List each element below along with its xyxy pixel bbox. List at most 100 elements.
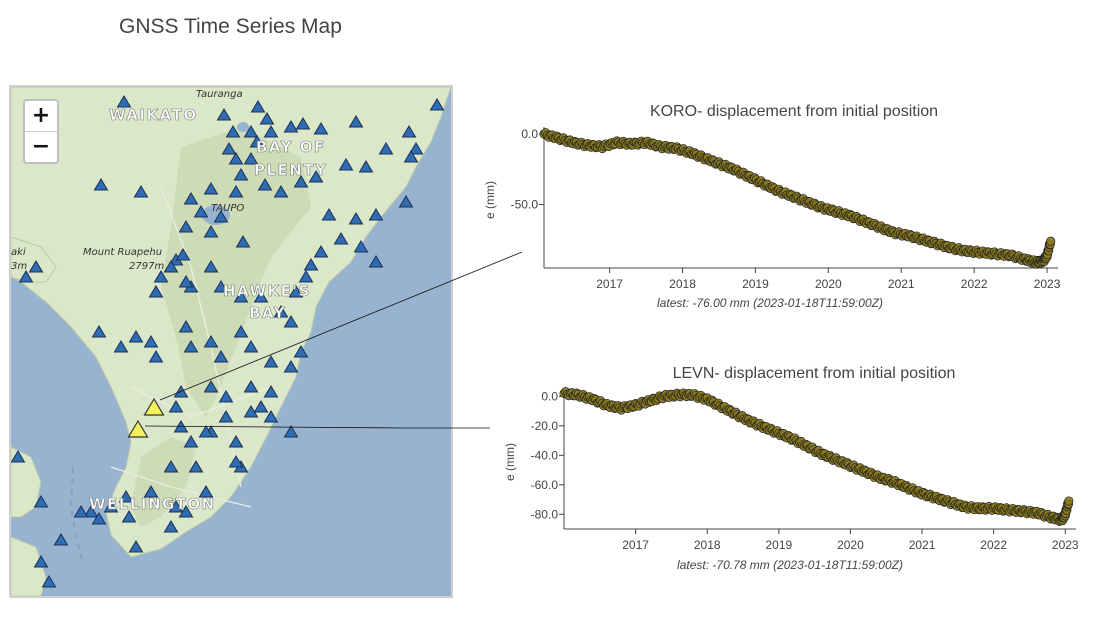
station-marker[interactable] (308, 170, 324, 183)
station-marker[interactable] (338, 158, 354, 171)
station-marker[interactable] (228, 152, 244, 165)
station-marker[interactable] (358, 160, 374, 173)
west-coast-land (11, 236, 57, 283)
x-tick-label: 2021 (909, 538, 936, 552)
station-marker[interactable] (253, 400, 269, 413)
station-marker[interactable] (378, 142, 394, 155)
x-tick-label: 2018 (669, 277, 696, 291)
station-marker[interactable] (398, 195, 414, 208)
station-marker[interactable] (198, 425, 214, 438)
station-marker[interactable] (225, 125, 241, 138)
station-marker[interactable] (103, 500, 119, 513)
station-marker[interactable] (348, 212, 364, 225)
station-marker[interactable] (178, 220, 194, 233)
station-marker[interactable] (53, 533, 69, 546)
station-marker[interactable] (250, 100, 266, 113)
station-marker[interactable] (33, 555, 49, 568)
station-marker[interactable] (221, 142, 237, 155)
station-marker[interactable] (321, 208, 337, 221)
station-marker[interactable] (243, 125, 259, 138)
station-marker[interactable] (183, 192, 199, 205)
station-marker[interactable] (163, 460, 179, 473)
x-tick-label: 2017 (622, 538, 649, 552)
station-marker[interactable] (293, 175, 309, 188)
station-marker[interactable] (263, 410, 279, 423)
station-marker[interactable] (228, 435, 244, 448)
x-tick-label: 2017 (596, 277, 623, 291)
station-marker[interactable] (168, 500, 184, 513)
station-marker[interactable] (263, 125, 279, 138)
lake-rotorua (237, 122, 249, 132)
station-marker[interactable] (118, 490, 134, 503)
station-marker[interactable] (183, 435, 199, 448)
x-tick-label: 2022 (961, 277, 988, 291)
station-marker[interactable] (73, 505, 89, 518)
station-marker[interactable] (218, 410, 234, 423)
ferry-route (69, 466, 84, 563)
station-marker[interactable] (401, 125, 417, 138)
station-marker[interactable] (33, 495, 49, 508)
station-marker[interactable] (116, 95, 132, 108)
station-marker[interactable] (403, 150, 419, 163)
station-marker[interactable] (91, 512, 107, 525)
station-marker[interactable] (41, 575, 57, 588)
station-marker[interactable] (259, 112, 275, 125)
station-marker[interactable] (368, 208, 384, 221)
station-marker[interactable] (216, 108, 232, 121)
station-marker[interactable] (128, 540, 144, 553)
map-label-wellington: WELLINGTON (89, 495, 216, 513)
station-marker[interactable] (148, 350, 164, 363)
station-marker[interactable] (143, 485, 159, 498)
station-marker[interactable] (178, 505, 194, 518)
station-marker[interactable] (368, 255, 384, 268)
station-marker[interactable] (121, 510, 137, 523)
station-marker[interactable] (91, 325, 107, 338)
station-marker[interactable] (228, 185, 244, 198)
station-map[interactable]: WAIKATO BAY OF PLENTY HAWKE'S BAY WELLIN… (9, 85, 453, 598)
koro-latest-label: latest: -76.00 mm (2023-01-18T11:59:00Z) (657, 296, 883, 310)
station-marker[interactable] (133, 185, 149, 198)
station-marker[interactable] (249, 135, 265, 148)
station-marker[interactable] (188, 460, 204, 473)
station-marker[interactable] (313, 122, 329, 135)
selected-station-marker-koro[interactable] (143, 397, 165, 416)
station-marker[interactable] (143, 335, 159, 348)
station-marker[interactable] (168, 400, 184, 413)
station-marker[interactable] (283, 425, 299, 438)
station-marker[interactable] (83, 505, 99, 518)
zoom-out-button[interactable]: − (25, 131, 57, 162)
station-marker[interactable] (163, 520, 179, 533)
station-marker[interactable] (93, 178, 109, 191)
station-marker[interactable] (233, 168, 249, 181)
station-marker[interactable] (113, 340, 129, 353)
station-marker[interactable] (429, 98, 445, 111)
station-marker[interactable] (273, 185, 289, 198)
levn-chart: LEVN- displacement from initial position… (503, 365, 1079, 572)
station-marker[interactable] (11, 450, 26, 463)
station-marker[interactable] (333, 232, 349, 245)
station-marker[interactable] (235, 235, 251, 248)
station-marker[interactable] (203, 225, 219, 238)
station-marker[interactable] (408, 142, 424, 155)
zoom-control: + − (23, 99, 59, 164)
page-title: GNSS Time Series Map (119, 15, 342, 38)
map-label-waikato: WAIKATO (109, 106, 198, 124)
station-marker[interactable] (243, 152, 259, 165)
selected-station-marker-levn[interactable] (127, 419, 149, 438)
station-marker[interactable] (28, 260, 44, 273)
station-marker[interactable] (128, 330, 144, 343)
station-marker[interactable] (193, 205, 209, 218)
station-marker[interactable] (228, 455, 244, 468)
station-marker[interactable] (257, 178, 273, 191)
station-marker[interactable] (348, 115, 364, 128)
map-basemap[interactable]: WAIKATO BAY OF PLENTY HAWKE'S BAY WELLIN… (11, 87, 451, 596)
station-marker[interactable] (198, 485, 214, 498)
station-marker[interactable] (18, 270, 34, 283)
station-marker[interactable] (295, 117, 311, 130)
zoom-in-button[interactable]: + (31, 103, 51, 128)
station-marker[interactable] (203, 182, 219, 195)
south-island-land (11, 446, 47, 596)
station-marker[interactable] (283, 120, 299, 133)
station-marker[interactable] (148, 285, 164, 298)
station-marker[interactable] (213, 210, 229, 223)
